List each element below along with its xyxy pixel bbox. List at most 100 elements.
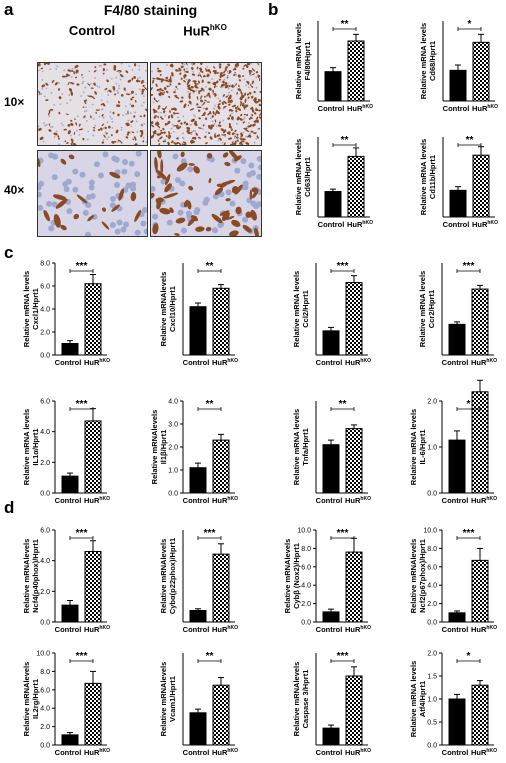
f480-positive-cell <box>157 70 162 73</box>
f480-positive-cell <box>163 131 166 134</box>
nucleus <box>41 70 44 73</box>
f480-positive-cell <box>223 105 227 109</box>
f480-positive-cell <box>233 143 237 145</box>
nucleus <box>61 93 63 95</box>
micrograph-control-10x <box>37 62 148 146</box>
f480-positive-cell <box>214 135 217 138</box>
f480-positive-cell <box>117 100 121 104</box>
f480-positive-cell <box>163 91 166 94</box>
il1b-y-tick-label: 0.0 <box>168 491 178 498</box>
f480-positive-cell <box>68 154 75 160</box>
ncf2-y-tick-label: 4.0 <box>427 583 437 590</box>
ccr2-significance: *** <box>463 261 475 272</box>
cxcl1-xlabel-hur: HuRhKO <box>84 358 110 367</box>
cybb-y-tick-label: 8.0 <box>301 546 311 553</box>
f480-positive-cell <box>186 127 191 130</box>
nucleus <box>145 69 147 72</box>
ccl2-xlabel-hur-sup: hKO <box>360 358 371 364</box>
ncf4-y-tick-label: 0.0 <box>40 620 50 627</box>
f480-positive-cell <box>38 63 41 66</box>
ncf4-ylabel-line-0: Relative mRNAlevels <box>22 539 31 614</box>
nucleus <box>233 137 236 140</box>
nucleus <box>85 231 92 236</box>
f480-positive-cell <box>247 82 250 85</box>
f480-positive-cell <box>193 166 200 174</box>
nucleus <box>120 63 123 65</box>
cxcl1-y-tick-label: 2.0 <box>40 330 50 337</box>
f4-80-xlabel-hur: HuRhKO <box>347 104 373 113</box>
f480-positive-cell <box>52 194 67 201</box>
nucleus <box>231 112 233 115</box>
vcam1-xlabel-hur-sup: hKO <box>227 748 238 754</box>
nucleus <box>203 107 205 110</box>
il6-xlabel-hur: HuRhKO <box>471 496 497 505</box>
nucleus <box>213 108 216 110</box>
cd63-xlabel-hur-sup: hKO <box>362 220 373 226</box>
f480-positive-cell <box>249 83 252 86</box>
f480-positive-cell <box>70 82 75 85</box>
f480-positive-cell <box>224 81 227 86</box>
nucleus <box>227 87 230 90</box>
f480-positive-cell <box>93 69 97 73</box>
f480-positive-cell <box>157 107 160 110</box>
f480-positive-cell <box>253 112 257 115</box>
f4-80-bar-control <box>324 71 342 102</box>
nucleus <box>232 140 234 143</box>
f480-positive-cell <box>196 66 199 70</box>
nucleus <box>228 91 231 94</box>
f480-positive-cell <box>256 135 259 139</box>
cyba-significance: *** <box>204 528 216 539</box>
f480-positive-cell <box>198 90 202 93</box>
f480-positive-cell <box>126 133 129 136</box>
f480-positive-cell <box>152 131 157 135</box>
il2rg-xlabel-hur: HuRhKO <box>84 748 110 757</box>
nucleus <box>68 94 71 96</box>
f480-positive-cell <box>184 74 187 77</box>
f480-positive-cell <box>196 96 199 100</box>
f480-positive-cell <box>206 153 213 159</box>
f480-positive-cell <box>162 140 167 143</box>
nucleus <box>70 134 72 137</box>
f480-positive-cell <box>219 137 222 141</box>
il2rg-y-tick-label: 2.0 <box>40 724 50 731</box>
f480-positive-cell <box>255 101 259 104</box>
f480-positive-cell <box>115 129 119 134</box>
f480-positive-cell <box>153 97 156 101</box>
ncf4-ylabel-line-1: Ncf4(p40phox)/Hprt1 <box>31 539 40 613</box>
cxcl10-ylabel-line-0: Relative mRNAlevels <box>159 272 168 347</box>
f480-positive-cell <box>186 84 191 88</box>
f480-positive-cell <box>123 87 126 91</box>
f480-positive-cell <box>101 141 105 144</box>
nucleus <box>88 184 95 191</box>
f480-positive-cell <box>200 95 203 100</box>
f480-positive-cell <box>67 81 70 86</box>
f480-positive-cell <box>224 68 227 72</box>
ncf4-y-tick-label: 4.0 <box>40 558 50 565</box>
il1a-y-tick-label: 2.0 <box>40 460 50 467</box>
f480-positive-cell <box>151 192 155 199</box>
f480-positive-cell <box>120 141 123 144</box>
f480-positive-cell <box>236 91 238 95</box>
f480-positive-cell <box>40 137 42 141</box>
f480-positive-cell <box>163 192 179 199</box>
nucleus <box>92 134 95 137</box>
f480-positive-cell <box>249 71 252 75</box>
f480-positive-cell <box>157 151 162 159</box>
f480-positive-cell <box>239 137 243 141</box>
cybb-xlabel-hur-base: HuR <box>345 625 361 634</box>
nucleus <box>51 126 54 128</box>
nucleus <box>183 63 186 66</box>
ncf4-xlabel-hur-base: HuR <box>84 625 100 634</box>
f480-positive-cell <box>250 85 254 88</box>
f480-positive-cell <box>166 85 169 88</box>
f480-positive-cell <box>61 75 66 78</box>
f480-positive-cell <box>214 187 224 196</box>
cd68-xlabel-hur: HuRhKO <box>472 104 498 113</box>
f480-positive-cell <box>117 139 122 143</box>
atf4-xlabel-hur-sup: hKO <box>486 748 497 754</box>
nucleus <box>125 182 132 189</box>
f480-positive-cell <box>38 90 41 95</box>
nucleus <box>109 222 116 229</box>
f480-positive-cell <box>256 63 260 66</box>
cd11b-bar-control <box>449 189 467 218</box>
